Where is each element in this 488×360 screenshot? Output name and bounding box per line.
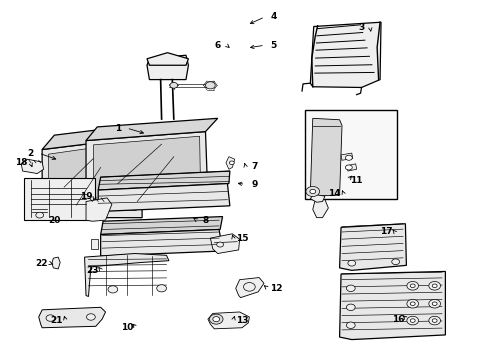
Polygon shape xyxy=(21,159,43,174)
Circle shape xyxy=(157,285,166,292)
Polygon shape xyxy=(39,307,105,328)
Polygon shape xyxy=(310,194,325,202)
Polygon shape xyxy=(339,271,445,339)
Circle shape xyxy=(169,82,177,88)
Circle shape xyxy=(309,189,315,194)
Bar xyxy=(305,110,396,199)
Text: 22: 22 xyxy=(35,259,47,268)
Circle shape xyxy=(108,286,118,293)
Polygon shape xyxy=(84,253,168,297)
Polygon shape xyxy=(52,257,60,269)
Polygon shape xyxy=(98,171,229,190)
Polygon shape xyxy=(93,136,200,211)
Polygon shape xyxy=(101,229,222,256)
Text: 9: 9 xyxy=(250,180,257,189)
Circle shape xyxy=(46,315,55,321)
Polygon shape xyxy=(147,53,188,65)
Circle shape xyxy=(229,161,234,165)
Circle shape xyxy=(305,186,319,197)
Circle shape xyxy=(345,155,351,160)
Polygon shape xyxy=(339,224,406,270)
Text: 23: 23 xyxy=(86,266,99,275)
Text: 5: 5 xyxy=(270,41,276,50)
Polygon shape xyxy=(210,234,239,253)
Polygon shape xyxy=(340,153,352,160)
Text: 3: 3 xyxy=(358,23,364,32)
Circle shape xyxy=(428,316,440,325)
Text: 1: 1 xyxy=(114,123,121,132)
Circle shape xyxy=(346,322,354,328)
Polygon shape xyxy=(42,126,127,149)
Polygon shape xyxy=(346,164,356,171)
Circle shape xyxy=(406,316,418,325)
Circle shape xyxy=(345,165,351,170)
Polygon shape xyxy=(312,200,328,218)
Circle shape xyxy=(347,260,355,266)
Polygon shape xyxy=(98,184,229,212)
Circle shape xyxy=(205,82,215,89)
Circle shape xyxy=(216,242,223,247)
Polygon shape xyxy=(310,118,341,196)
Polygon shape xyxy=(48,145,110,212)
Circle shape xyxy=(406,300,418,308)
Circle shape xyxy=(86,314,95,320)
Text: 20: 20 xyxy=(48,216,61,225)
Circle shape xyxy=(431,302,436,306)
Polygon shape xyxy=(86,132,207,218)
Text: 17: 17 xyxy=(379,228,391,237)
Circle shape xyxy=(428,282,440,290)
Text: 4: 4 xyxy=(270,12,276,21)
Polygon shape xyxy=(220,237,228,248)
Circle shape xyxy=(406,282,418,290)
Circle shape xyxy=(346,304,354,311)
Polygon shape xyxy=(207,312,249,329)
Polygon shape xyxy=(42,140,118,220)
Polygon shape xyxy=(225,157,234,169)
Text: 18: 18 xyxy=(16,158,28,167)
Circle shape xyxy=(212,317,219,321)
Polygon shape xyxy=(86,198,112,221)
Text: 15: 15 xyxy=(235,234,248,243)
Text: 14: 14 xyxy=(328,189,340,198)
Circle shape xyxy=(428,300,440,308)
Text: 2: 2 xyxy=(27,149,33,158)
Polygon shape xyxy=(235,278,264,298)
Circle shape xyxy=(209,314,223,324)
Bar xyxy=(24,178,95,220)
Text: 16: 16 xyxy=(391,315,404,324)
Text: 21: 21 xyxy=(50,316,63,325)
Text: 13: 13 xyxy=(235,316,248,325)
Circle shape xyxy=(243,283,255,291)
Polygon shape xyxy=(101,217,222,234)
Circle shape xyxy=(346,285,354,292)
Circle shape xyxy=(409,302,414,306)
Circle shape xyxy=(409,284,414,288)
Polygon shape xyxy=(310,22,380,87)
Text: 6: 6 xyxy=(214,41,221,50)
Circle shape xyxy=(36,212,43,218)
Circle shape xyxy=(409,319,414,322)
Polygon shape xyxy=(86,118,217,140)
Text: 7: 7 xyxy=(250,162,257,171)
Polygon shape xyxy=(147,55,188,80)
Text: 19: 19 xyxy=(80,192,92,201)
Circle shape xyxy=(431,284,436,288)
Text: 10: 10 xyxy=(121,323,133,332)
Text: 12: 12 xyxy=(269,284,282,293)
Circle shape xyxy=(391,259,399,265)
Circle shape xyxy=(431,319,436,322)
Polygon shape xyxy=(91,239,98,249)
Text: 11: 11 xyxy=(350,176,362,185)
Text: 8: 8 xyxy=(202,216,208,225)
